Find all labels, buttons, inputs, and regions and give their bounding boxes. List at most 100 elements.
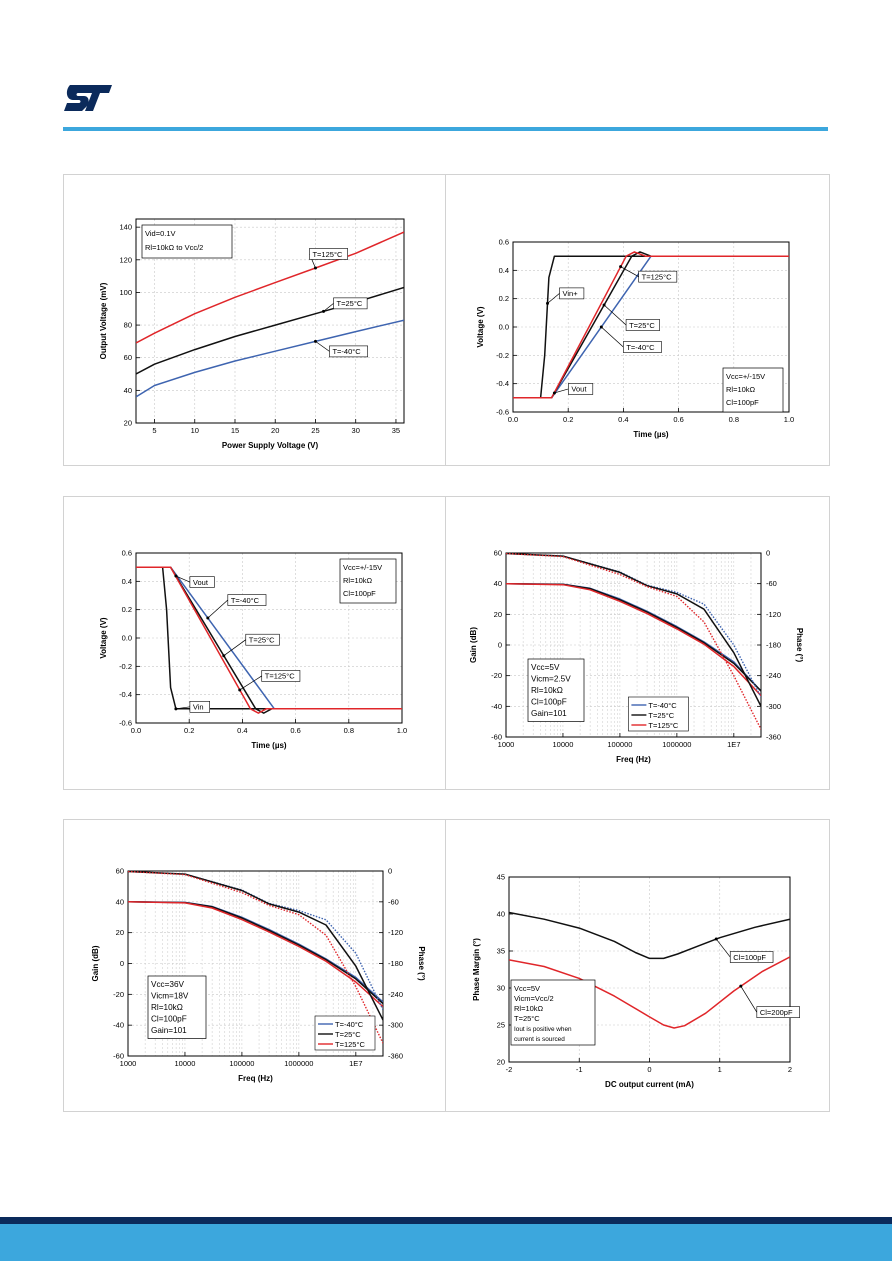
- chart-2-note-line: Rl=10kΩ: [343, 576, 373, 585]
- chart-1-note-box: [722, 367, 784, 413]
- chart-5-series-1: [509, 956, 790, 1029]
- chart-0-callout-dot: [322, 309, 326, 313]
- chart-4-ytick-label: -60: [113, 1052, 124, 1061]
- chart-3-y2tick-label: -300: [766, 702, 781, 711]
- chart-3-xtick-label: 1000: [498, 740, 515, 749]
- chart-4-ytick-label: 0: [120, 959, 124, 968]
- chart-5-note-line: Vcc=5V: [514, 984, 540, 993]
- chart-2-ytick-label: 0.0: [122, 634, 132, 643]
- chart-2-xtick-label: 0.6: [290, 726, 300, 735]
- chart-2-callout-label: T=-40°C: [231, 596, 260, 605]
- chart-0-ytick-label: 140: [119, 223, 132, 232]
- chart-5-note-line: Rl=10kΩ: [514, 1004, 544, 1013]
- chart-3-xtick-label: 1000000: [662, 740, 691, 749]
- chart-5-callout-leader: [715, 938, 731, 958]
- chart-4-xlabel: Freq (Hz): [238, 1074, 273, 1083]
- chart-3-legend-label: T=-40°C: [648, 701, 677, 710]
- chart-0-callout-label: T=-40°C: [332, 347, 361, 356]
- chart-5-callout-dot: [739, 984, 743, 988]
- chart-1-callout-dot: [602, 303, 606, 307]
- header-rule: [63, 127, 828, 131]
- chart-rising-edge: 0.0 0.2 0.4 0.6 0.8 1.0 -0.6 -0.4 -0.2 0.0 0.2 0.4 0…: [476, 238, 794, 440]
- chart-4-y2label: Phase (°): [417, 946, 426, 981]
- chart-0-callout-leader: [315, 341, 330, 352]
- chart-falling-edge: 0.0 0.2 0.4 0.6 0.8 1.0 -0.6 -0.4 -0.2 0.0 0.2 0.4 0…: [99, 549, 407, 751]
- chart-5-xtick-label: -1: [576, 1065, 583, 1074]
- chart-2-callout-leader: [175, 575, 191, 583]
- chart-1-note-line: Vcc=+/-15V: [726, 372, 765, 381]
- chart-1-ytick-label: 0.6: [499, 238, 509, 247]
- chart-0-note-line: Rl=10kΩ to Vcc/2: [145, 243, 203, 252]
- chart-1-xtick-label: 0.6: [673, 415, 683, 424]
- chart-1-callout-leader: [620, 266, 639, 277]
- chart-1-xtick-label: 0.8: [729, 415, 739, 424]
- chart-1-callout-leader: [601, 326, 624, 348]
- chart-5-callout-box: [729, 951, 774, 963]
- chart-2-ytick-label: 0.6: [122, 549, 132, 558]
- chart-2-xtick-label: 0.0: [131, 726, 141, 735]
- chart-2-callout-leader: [207, 599, 229, 619]
- chart-4-series-5: [128, 871, 383, 1044]
- chart-3-series-4: [506, 553, 761, 707]
- chart-2-callout-leader: [175, 706, 190, 710]
- chart-4-y2tick-label: -180: [388, 959, 403, 968]
- chart-panel-rising-edge: 0.0 0.2 0.4 0.6 0.8 1.0 -0.6 -0.4 -0.2 0.0 0.2 0.4 0…: [445, 174, 830, 466]
- chart-5-xtick-label: 2: [788, 1065, 792, 1074]
- chart-0-callout-box: [329, 345, 368, 358]
- chart-4-y2tick-label: -240: [388, 990, 403, 999]
- chart-0-callout-box: [309, 248, 348, 260]
- chart-3-y2tick-label: 0: [766, 549, 770, 558]
- chart-panel-falling-edge: 0.0 0.2 0.4 0.6 0.8 1.0 -0.6 -0.4 -0.2 0.0 0.2 0.4 0…: [63, 496, 447, 790]
- chart-3-y2label: Phase (°): [795, 628, 804, 663]
- chart-1-ylabel: Voltage (V): [476, 306, 485, 348]
- chart-5-ylabel: Phase Margin (°): [472, 938, 481, 1001]
- chart-3-y2tick-label: -120: [766, 610, 781, 619]
- chart-1-callout-dot: [546, 301, 549, 305]
- chart-1-note-line: Rl=10kΩ: [726, 385, 756, 394]
- chart-5-ytick-label: 35: [497, 947, 505, 956]
- chart-4-ytick-label: -40: [113, 1021, 124, 1030]
- chart-5-callout-label: Cl=100pF: [733, 953, 766, 962]
- chart-4-note-line: Gain=101: [151, 1026, 187, 1035]
- chart-3-note-box: [527, 658, 585, 722]
- chart-2-callout-leader: [239, 675, 262, 691]
- chart-2-callout-dot: [238, 688, 242, 692]
- chart-1-ytick-label: 0.4: [499, 266, 509, 275]
- footer-band-light: [0, 1224, 892, 1261]
- chart-0-ytick-label: 60: [124, 353, 132, 362]
- chart-2-callout-box: [245, 633, 280, 646]
- chart-3-legend-label: T=125°C: [648, 721, 678, 730]
- chart-5-ytick-label: 25: [497, 1021, 505, 1030]
- chart-2-callout-label: Vin: [193, 703, 204, 712]
- chart-panel-output-voltage: 5 10 15 20 25 30 35 20 40 60 80 100 120 140 Power Supp…: [63, 174, 447, 466]
- chart-3-note-line: Rl=10kΩ: [531, 686, 563, 695]
- chart-5-ytick-label: 40: [497, 910, 505, 919]
- chart-0-ylabel: Output Voltage (mV): [99, 282, 108, 359]
- chart-0-note-line: Vid=0.1V: [145, 229, 176, 238]
- chart-2-callout-dot: [222, 654, 226, 658]
- chart-panel-phase-margin: -2 -1 0 1 2 20 25 30 35 40 45 DC output current (mA…: [445, 819, 830, 1112]
- chart-5-callout-box: [756, 1006, 800, 1018]
- chart-2-callout-leader: [223, 639, 246, 656]
- chart-4-note-line: Vicm=18V: [151, 992, 189, 1001]
- chart-2-series-3: [136, 566, 402, 714]
- chart-2-xtick-label: 0.8: [344, 726, 354, 735]
- chart-4-note-line: Cl=100pF: [151, 1015, 187, 1024]
- chart-0-callout-dot: [313, 339, 317, 343]
- chart-0-callout-leader: [323, 303, 334, 312]
- chart-1-callout-label: Vout: [571, 385, 587, 394]
- chart-1-xlabel: Time (µs): [633, 430, 668, 439]
- chart-3-ytick-label: 60: [494, 549, 502, 558]
- chart-1-callout-box: [568, 383, 594, 395]
- chart-3-note-line: Gain=101: [531, 709, 567, 718]
- chart-bode-5v: 1000 10000 100000 1000000 1E7 -60 -40 -20 0 20 40 6…: [469, 549, 804, 765]
- chart-2-ytick-label: -0.2: [119, 662, 132, 671]
- chart-5-xlabel: DC output current (mA): [605, 1080, 694, 1089]
- chart-5-ytick-label: 30: [497, 984, 505, 993]
- chart-1-callout-label: T=125°C: [642, 272, 672, 281]
- chart-0-xtick-label: 5: [152, 426, 156, 435]
- chart-3-y2tick-label: -180: [766, 641, 781, 650]
- chart-2-callout-dot: [174, 574, 178, 578]
- chart-4-xtick-label: 100000: [229, 1059, 254, 1068]
- chart-1-series-3: [513, 251, 789, 399]
